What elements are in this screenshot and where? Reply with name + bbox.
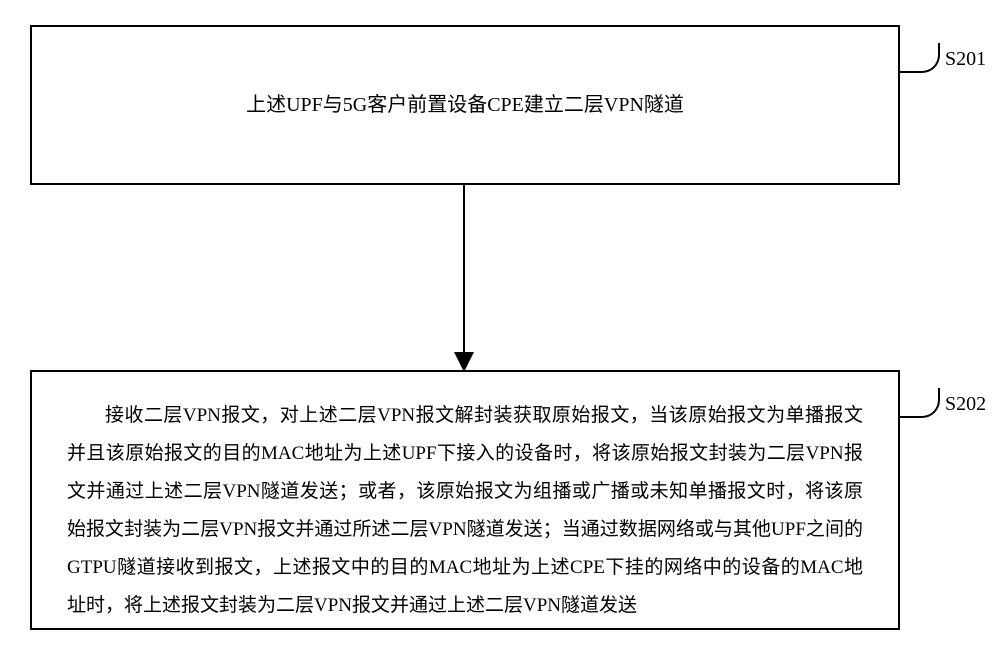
step-label-2: S202: [945, 393, 986, 416]
flowchart-container: 上述UPF与5G客户前置设备CPE建立二层VPN隧道 S201 接收二层VPN报…: [0, 0, 1000, 647]
arrow-line: [463, 185, 465, 352]
flowchart-step-2: 接收二层VPN报文，对上述二层VPN报文解封装获取原始报文，当该原始报文为单播报…: [30, 370, 900, 630]
label-connector-1: [900, 43, 940, 73]
step-label-1: S201: [945, 48, 986, 71]
step2-text: 接收二层VPN报文，对上述二层VPN报文解封装获取原始报文，当该原始报文为单播报…: [67, 397, 863, 625]
label-connector-2: [900, 388, 940, 418]
step1-text: 上述UPF与5G客户前置设备CPE建立二层VPN隧道: [246, 89, 684, 121]
flowchart-step-1: 上述UPF与5G客户前置设备CPE建立二层VPN隧道: [30, 25, 900, 185]
arrow-head-icon: [454, 352, 474, 372]
